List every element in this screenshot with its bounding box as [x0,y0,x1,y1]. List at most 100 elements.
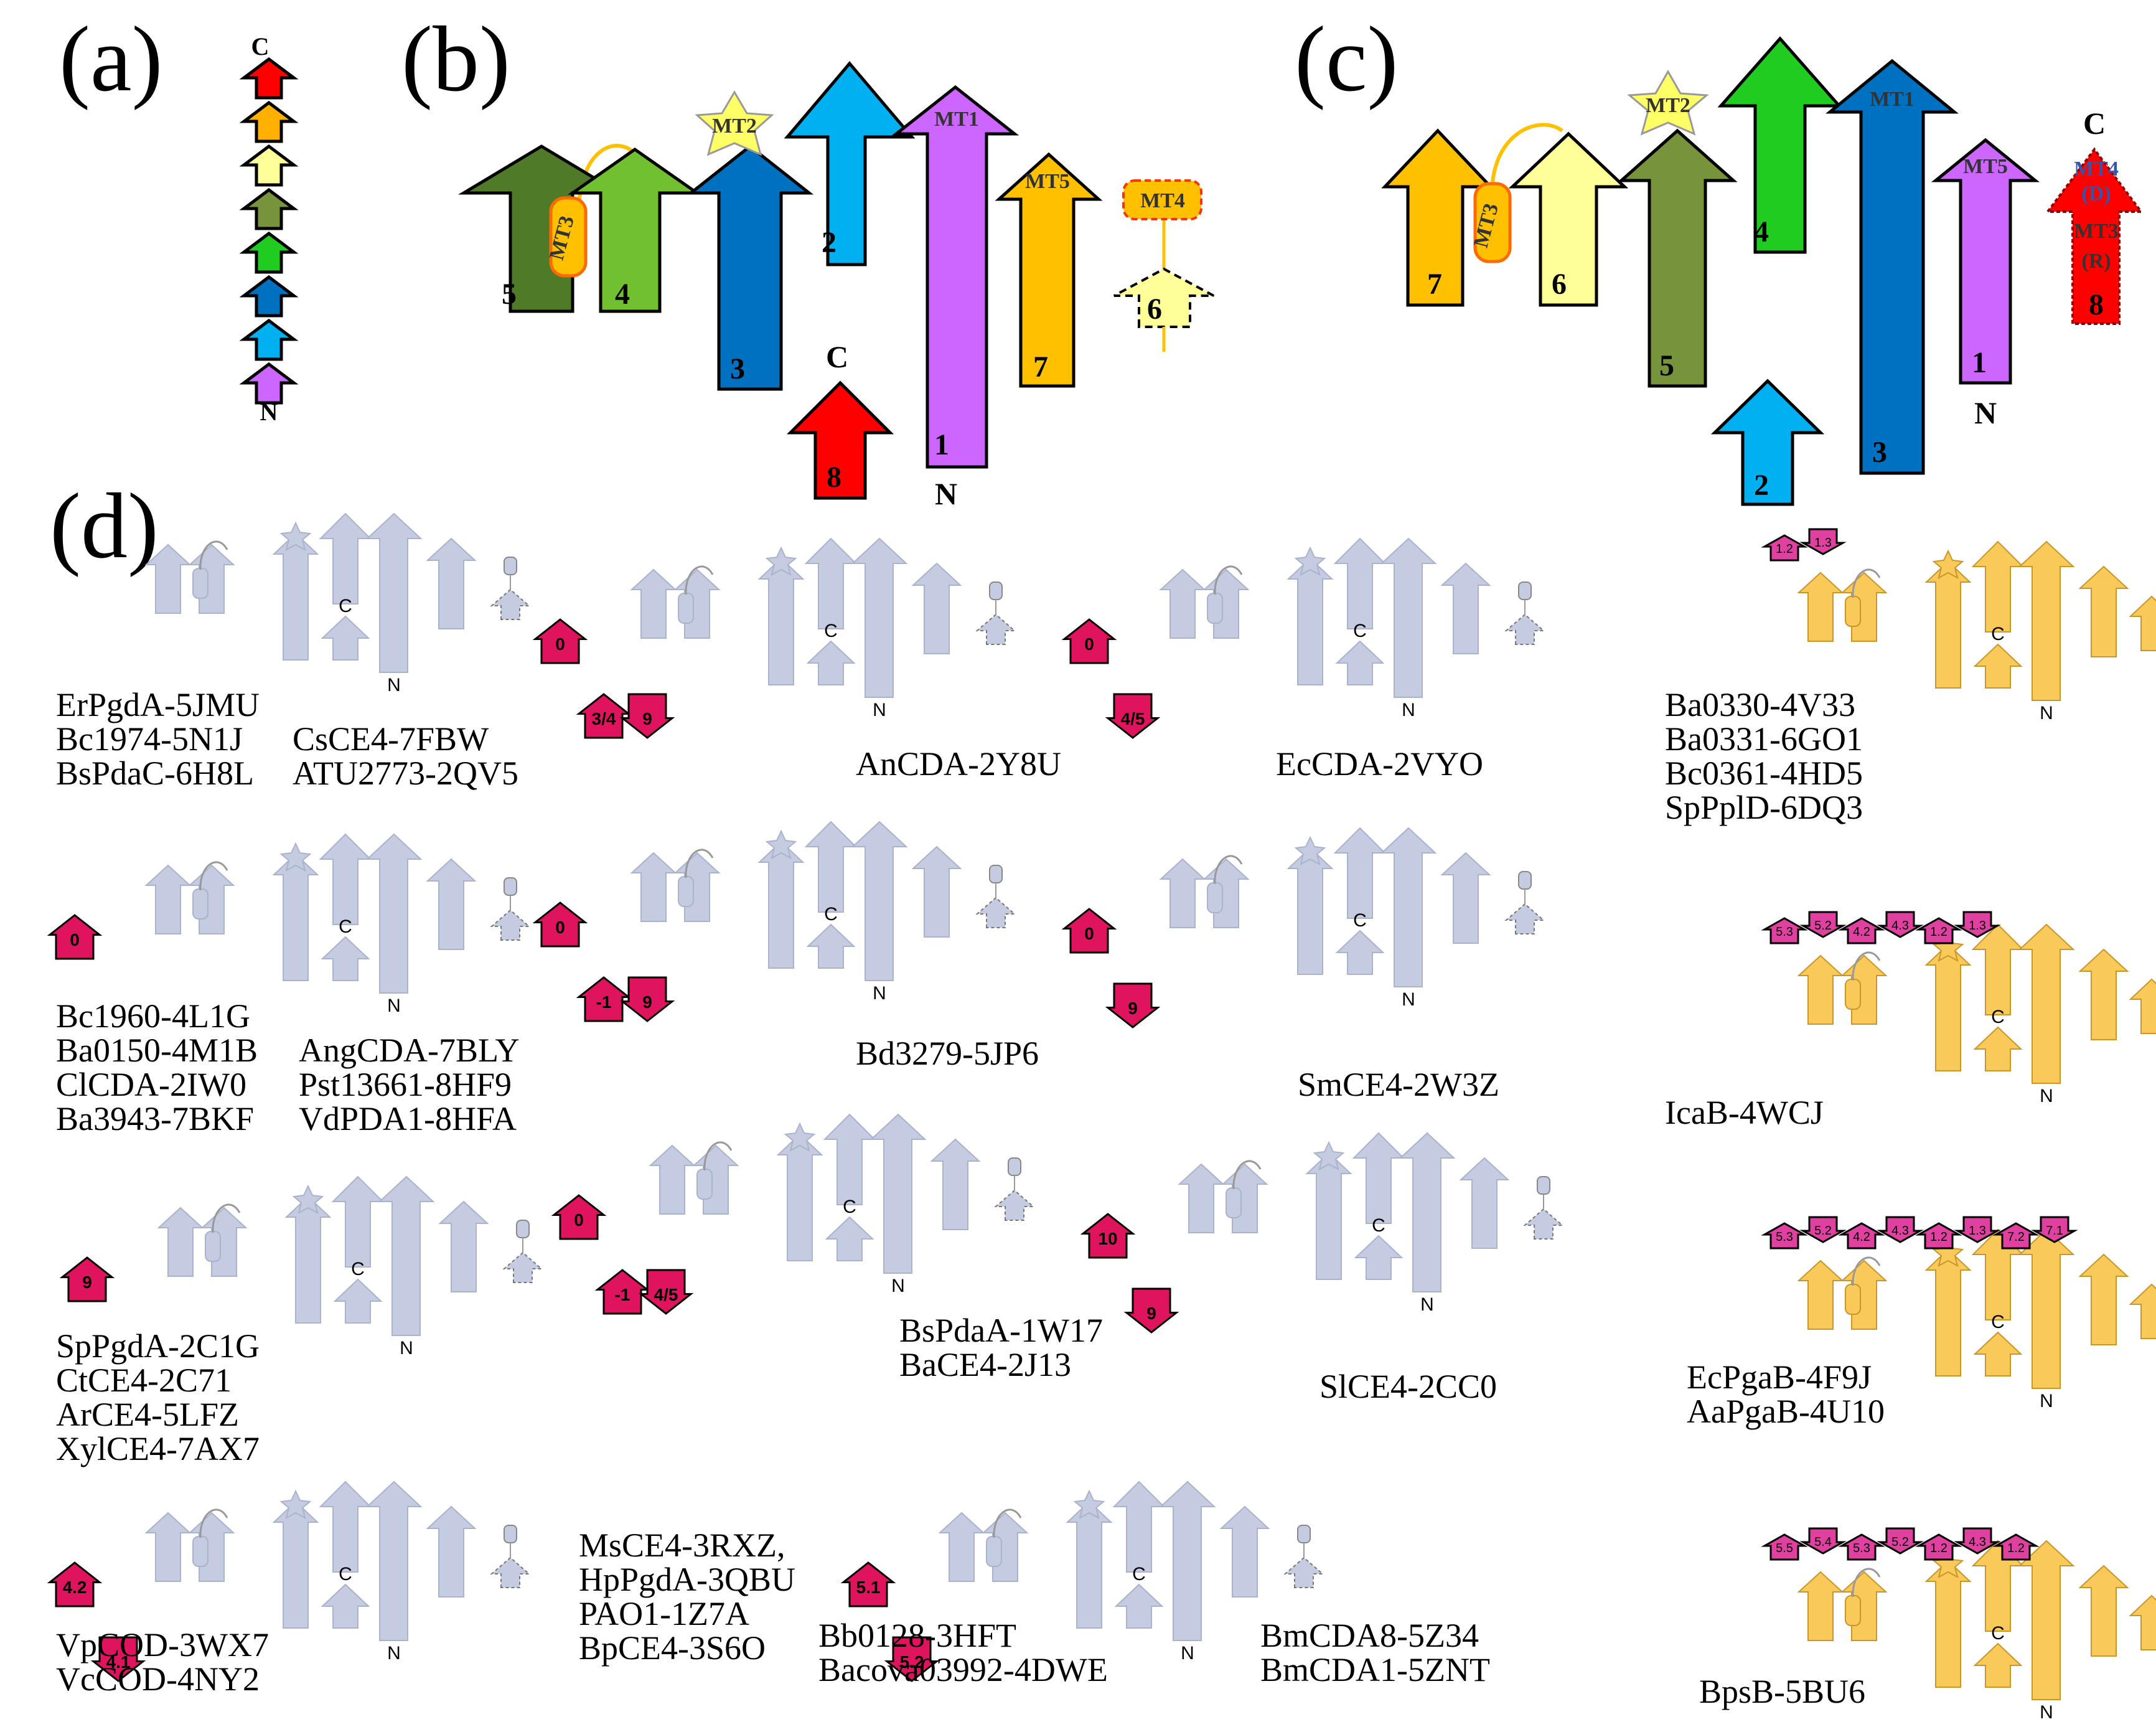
panel-d-structure-label: ErPgdA-5JMU [56,686,260,723]
panel-c-strand-8-label: 8 [2089,288,2104,321]
panel-d-structure-label: BsPdaC-6H8L [56,755,254,792]
panel-d-structure-label: VdPDA1-8HFA [299,1100,517,1137]
panel-d-structure-label: Ba0331-6GO1 [1665,720,1863,758]
panel-d-structure-label: Bb0128-3HFT [818,1617,1016,1654]
panel-d-star [1932,549,1964,579]
panel-d-loop [1214,855,1243,885]
panel-c-strand-2 [1710,379,1825,506]
panel-d-insertion-arrow [1838,1222,1885,1250]
panel-d-loop [1214,565,1243,595]
panel-d-structure-label: SlCE4-2CC0 [1319,1368,1497,1405]
panel-d-topology: C N 0 4/5 EcCDA-2VYO [1061,538,1545,783]
panel-d-insertion-label: 1.3 [1814,536,1832,550]
panel-d-template [158,1176,488,1336]
panel-d-n-label: N [1181,1643,1194,1664]
panel-c-strand-2-label: 2 [1754,469,1769,502]
panel-d-topology: C N 9 SpPgdA-2C1GCtCE4-2C71ArCE4-5LFZXylCE4… [56,1176,543,1467]
panel-b-strand-3 [686,144,814,391]
panel-d-loop [1852,1256,1881,1286]
panel-b-strand-2-label: 2 [822,226,837,259]
panel-d-template [146,513,476,673]
panel-d-structure-label: AaPgaB-4U10 [1687,1393,1885,1430]
panel-d-insertion-label: 3/4 [592,709,616,728]
panel-d-structure-label: AnCDA-2Y8U [856,745,1061,783]
panel-a-strand-arrow [239,362,299,405]
panel-d-insertion-label: 4.2 [63,1578,87,1597]
panel-d-loop [1852,951,1881,981]
panel-d-loop [1852,1568,1881,1598]
panel-d-c-label: C [351,1259,365,1279]
panel-d-template [1798,924,2128,1084]
panel-d-insertion-label: 5.2 [1814,919,1832,933]
panel-d-insertion-arrow [1061,908,1117,954]
panel-d-structure-label: CtCE4-2C71 [56,1362,232,1399]
panel-d-insertion-label: 9 [642,709,652,728]
panel-d-loop [685,849,714,878]
panel-d-dashed-strand [490,588,531,620]
panel-d-dashed-strand [994,1189,1035,1221]
panel-d-structure-label: BpsB-5BU6 [1699,1673,1865,1710]
panel-d-insertion-arrow [1915,1222,1962,1250]
panel-d-n-label: N [1402,700,1415,720]
panel-d-insertion-arrow [1838,917,1885,944]
panel-d-template [1798,541,2128,701]
panel-c-red-d: (D) [2081,182,2111,205]
panel-d-insertion-label: 5.2 [900,1652,924,1672]
panel-d-dashed-strand [502,1251,543,1283]
panel-d-insertion-arrow [551,1194,607,1240]
panel-d-n-label: N [873,700,886,720]
panel-d-template [146,834,476,994]
panel-c-strand-7-label: 7 [1427,268,1442,301]
panel-d-star [765,546,797,576]
panel-d-dashed-strand [1504,903,1545,934]
panel-a-strand-arrow [239,275,299,318]
panel-d-insertion-label: 4/5 [1121,709,1145,728]
panel-d-insertion-arrow [884,1636,940,1682]
panel-d-loop [199,540,228,570]
panel-d-structure-label: ATU2773-2QV5 [293,755,518,792]
panel-d-insertion-label: 9 [82,1273,92,1292]
panel-d-n-label: N [2040,1702,2053,1723]
panel-c-red-mt3: MT3 [2074,220,2119,243]
panel-d-star [292,1184,324,1214]
panel-d-insertion-label: 1.2 [1930,1230,1947,1244]
panel-d-dashed-strand [975,613,1016,645]
panel-d-n-label: N [400,1338,413,1358]
panel-b-strand-4 [568,147,702,313]
panel-d-structure-label: Ba3943-7BKF [56,1100,254,1137]
panel-a-strand-arrow [239,57,299,100]
panel-c-red-mt4: MT4 [2074,158,2119,181]
panel-d-insertion-arrow [532,618,588,664]
panel-c-strand-1 [1931,138,2040,385]
panel-d-template [631,538,961,698]
panel-d-insertion-arrow [1061,618,1117,664]
panel-d-insertion-arrow [1080,1213,1136,1259]
panel-d-topology: C N 0 Bc1960-4L1GBa0150-4M1BClCDA-2IW0Ba394… [47,834,531,1137]
panel-d-insertion-label: 4.3 [1891,919,1909,933]
panel-d-strand-7b [2129,978,2156,1034]
panel-d-dashed-strand [1523,1208,1564,1240]
panel-d-insertion-arrow [638,1269,694,1315]
panel-d-star [1294,546,1326,576]
panel-d-insertion-label: 1.2 [1930,1541,1947,1555]
panel-d-c-label: C [339,916,352,937]
panel-d-mini-helix [1297,1525,1311,1543]
panel-d-star [1313,1141,1345,1170]
panel-d-insertion-label: 5.5 [1776,1541,1793,1555]
panel-d-dashed-strand [1283,1556,1324,1588]
panel-b-mt4-label: MT4 [1140,189,1185,212]
panel-d-insertion-arrow [1954,1216,2001,1243]
panel-d-structure-label: Bacova03992-4DWE [818,1651,1108,1688]
panel-d-insertion-arrow [2031,1216,2078,1243]
panel-d-insertion-label: 4.2 [1853,1230,1870,1244]
panel-d-insertion-label: 0 [574,1210,584,1230]
panel-a-label: (a) [59,7,162,111]
panel-d-strand-7b [2129,1283,2156,1339]
panel-b-strand-8 [786,380,894,500]
panel-d-mini-helix [1518,581,1532,600]
panel-d-insertion-label: 0 [1084,634,1094,654]
panel-d-mini-helix [504,557,517,575]
panel-d-loop [1852,568,1881,598]
panel-d-structure-label: SpPgdA-2C1G [56,1327,260,1365]
panel-d-insertion-arrow [1992,1222,2040,1250]
